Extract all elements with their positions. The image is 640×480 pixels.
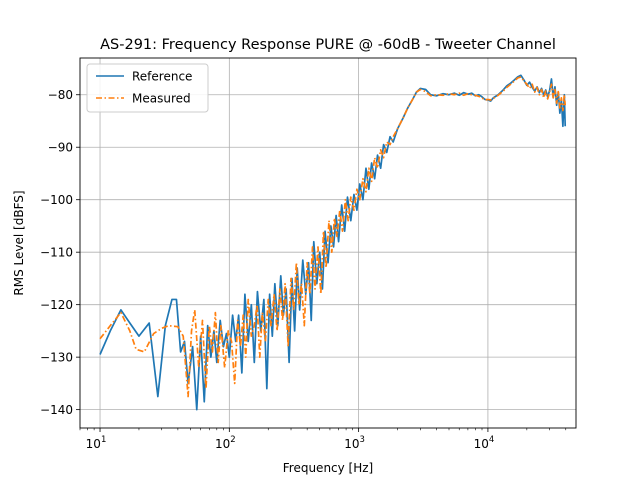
plot-frame <box>79 57 577 429</box>
y-tick-label: −130 <box>40 350 73 364</box>
legend-label-measured: Measured <box>132 92 191 106</box>
x-axis-label: Frequency [Hz] <box>283 461 374 475</box>
series-line-reference <box>99 74 567 411</box>
x-tick-label: 102 <box>215 435 236 451</box>
y-axis-label: RMS Level [dBFS] <box>12 190 26 295</box>
x-tick-label: 104 <box>474 435 495 451</box>
y-tick-label: −100 <box>40 193 73 207</box>
x-tick-label: 101 <box>86 435 107 451</box>
series-layer <box>99 74 567 411</box>
y-tick-label: −110 <box>40 245 73 259</box>
y-tick-label: −80 <box>48 88 73 102</box>
legend: Reference Measured <box>86 63 209 113</box>
series-line-measured <box>99 76 567 398</box>
x-tick-label: 103 <box>344 435 365 451</box>
y-axis: −80 −90 −100 −110 −120 −130 −140 <box>40 88 80 417</box>
chart-title: AS-291: Frequency Response PURE @ -60dB … <box>100 37 556 53</box>
legend-label-reference: Reference <box>132 70 192 84</box>
y-tick-label: −140 <box>40 403 73 417</box>
x-axis: 101 102 103 104 <box>79 428 567 451</box>
y-tick-label: −120 <box>40 298 73 312</box>
grid <box>80 58 576 428</box>
y-tick-label: −90 <box>48 141 73 155</box>
